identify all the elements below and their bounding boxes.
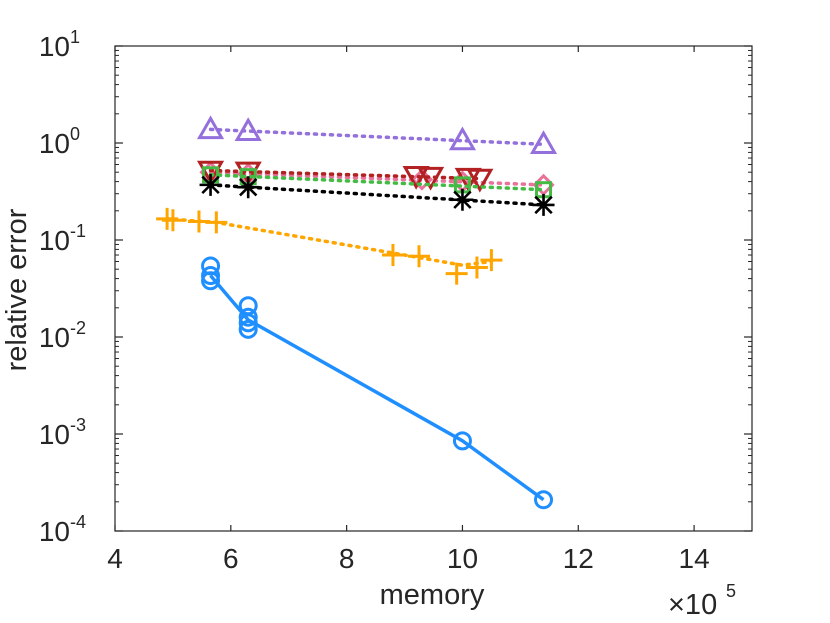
y-tick-label: 10 <box>39 322 70 353</box>
x-tick-label: 4 <box>107 543 123 574</box>
plot-area <box>156 115 558 510</box>
y-tick-label-exponent: -2 <box>70 318 86 338</box>
data-point-triangle-up <box>196 115 225 140</box>
data-point-circle <box>201 266 221 286</box>
y-axis-label: relative error <box>1 208 33 371</box>
x-tick-label: 8 <box>339 543 355 574</box>
x-tick-label: 12 <box>563 543 594 574</box>
data-point-circle <box>238 313 258 333</box>
data-point-plus <box>465 256 488 279</box>
x-scale-multiplier-exponent: 5 <box>726 581 736 601</box>
x-axis-label: memory <box>380 579 485 611</box>
data-point-circle <box>238 307 258 327</box>
data-point-triangle-down <box>402 165 430 190</box>
axis-ticks <box>114 45 752 532</box>
y-tick-label-exponent: 0 <box>70 124 80 144</box>
series-asterisk-line <box>208 183 546 207</box>
x-tick-label: 6 <box>223 543 239 574</box>
data-point-circle <box>238 319 258 339</box>
y-tick-label: 10 <box>39 31 70 62</box>
y-tick-label-exponent: -3 <box>70 415 86 435</box>
data-point-triangle-up <box>448 126 477 151</box>
data-point-circle <box>452 431 472 451</box>
data-point-plus <box>445 262 468 285</box>
series-triangle-up <box>196 115 558 155</box>
data-point-plus <box>205 211 228 234</box>
x-tick-label: 10 <box>447 543 478 574</box>
data-point-asterisk <box>237 176 260 199</box>
data-point-circle <box>201 271 221 291</box>
data-point-asterisk <box>532 193 555 216</box>
x-scale-multiplier-base: ×10 <box>668 589 717 621</box>
data-point-triangle-up <box>529 130 558 155</box>
data-point-asterisk <box>451 188 474 211</box>
y-tick-label-exponent: 1 <box>70 27 80 47</box>
y-tick-label: 10 <box>39 225 70 256</box>
y-tick-label-exponent: -1 <box>70 221 86 241</box>
data-point-triangle-down <box>417 166 445 191</box>
data-point-triangle-down <box>466 168 494 193</box>
series-asterisk <box>199 173 555 216</box>
series-circle <box>201 256 554 510</box>
data-point-plus <box>408 245 431 268</box>
series-square-line <box>208 173 546 192</box>
series-circle-line <box>209 274 545 502</box>
data-point-plus <box>381 244 404 267</box>
x-tick-label: 14 <box>679 543 710 574</box>
data-point-plus <box>480 249 503 272</box>
series-plus <box>156 207 503 285</box>
y-tick-label-exponent: -4 <box>70 512 86 532</box>
series-diamond-line <box>208 170 546 187</box>
y-tick-label: 10 <box>39 516 70 547</box>
plot-frame <box>114 45 753 532</box>
y-tick-label: 10 <box>39 128 70 159</box>
data-point-plus <box>161 209 184 232</box>
data-point-circle <box>534 490 554 510</box>
y-tick-label: 10 <box>39 419 70 450</box>
x-scale-multiplier: ×10 5 <box>668 581 736 621</box>
series-triangle-up-line <box>208 127 546 147</box>
data-point-triangle-up <box>234 117 262 142</box>
data-point-asterisk <box>199 173 222 196</box>
